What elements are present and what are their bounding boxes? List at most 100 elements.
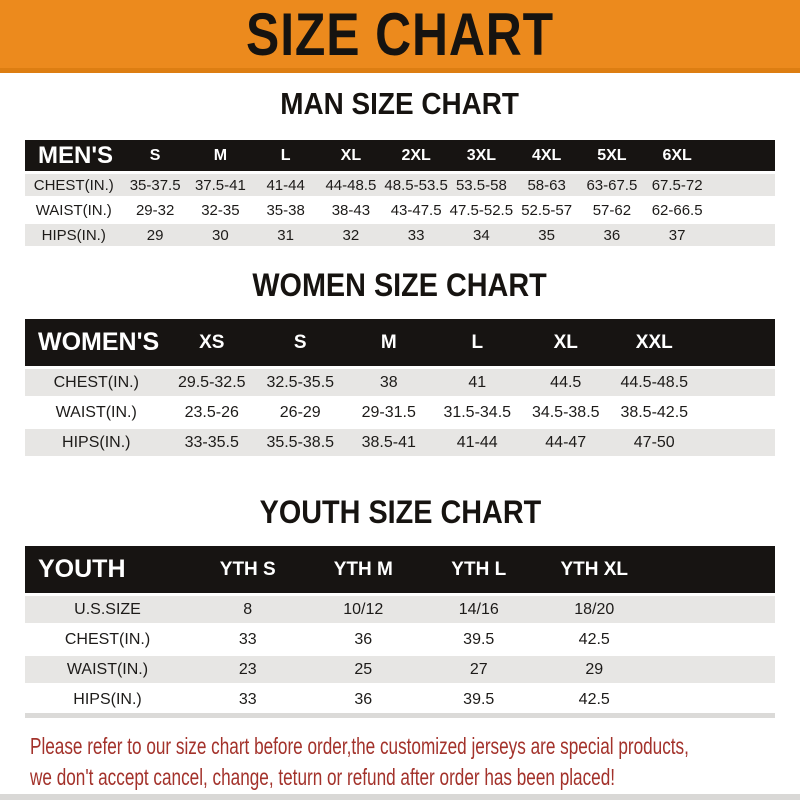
men-cell: 36 <box>579 221 645 246</box>
women-row-label: WAIST(IN.) <box>25 396 168 426</box>
youth-cell: 23 <box>190 653 306 683</box>
youth-cell: 8 <box>190 593 306 623</box>
women-cell: 29.5-32.5 <box>167 366 256 396</box>
men-col-header: S <box>122 140 188 171</box>
women-cell: 44.5 <box>521 366 610 396</box>
women-size-table: WOMEN'S XS S M L XL XXL CHEST(IN.) 29.5-32.5 32.5… <box>25 319 775 456</box>
men-cell: 44-48.5 <box>318 171 384 196</box>
women-cell: 32.5-35.5 <box>256 366 345 396</box>
women-cell: 26-29 <box>256 396 345 426</box>
men-cell: 31 <box>253 221 319 246</box>
disclaimer-line-1: Please refer to our size chart before or… <box>30 733 689 759</box>
women-cell: 23.5-26 <box>167 396 256 426</box>
men-cell: 58-63 <box>514 171 580 196</box>
men-col-header: 2XL <box>383 140 449 171</box>
youth-row-label: CHEST(IN.) <box>25 623 190 653</box>
youth-cell-filler <box>652 623 775 653</box>
women-table-row: CHEST(IN.) 29.5-32.5 32.5-35.5 38 41 44.5 44.5… <box>25 366 775 396</box>
men-col-header: 5XL <box>579 140 645 171</box>
youth-cell-filler <box>652 683 775 713</box>
women-table-row: HIPS(IN.) 33-35.5 35.5-38.5 38.5-41 41-44 44-… <box>25 426 775 456</box>
women-col-header: S <box>256 319 345 366</box>
men-cell: 38-43 <box>318 196 384 221</box>
women-cell: 47-50 <box>610 426 699 456</box>
youth-cell: 42.5 <box>536 683 652 713</box>
men-section-heading: MAN SIZE CHART <box>280 86 520 121</box>
youth-cell: 36 <box>305 623 421 653</box>
men-cell: 32-35 <box>187 196 253 221</box>
women-col-header: XXL <box>610 319 699 366</box>
women-cell: 44.5-48.5 <box>610 366 699 396</box>
men-cell: 35 <box>514 221 580 246</box>
youth-col-header: YTH M <box>305 546 421 593</box>
youth-cell: 36 <box>305 683 421 713</box>
men-row-label: CHEST(IN.) <box>25 171 123 196</box>
women-col-header: M <box>344 319 433 366</box>
women-cell: 41 <box>433 366 522 396</box>
men-cell: 37 <box>644 221 710 246</box>
youth-cell: 25 <box>305 653 421 683</box>
youth-row-label: WAIST(IN.) <box>25 653 190 683</box>
youth-header-filler <box>652 546 775 593</box>
women-cell: 29-31.5 <box>344 396 433 426</box>
men-cell: 47.5-52.5 <box>448 196 514 221</box>
youth-table-bottom-strip <box>25 713 775 718</box>
youth-cell: 27 <box>421 653 537 683</box>
youth-table-corner-label: YOUTH <box>25 546 190 593</box>
men-cell: 67.5-72 <box>644 171 710 196</box>
men-cell: 53.5-58 <box>448 171 514 196</box>
youth-cell: 39.5 <box>421 683 537 713</box>
men-size-table: MEN'S S M L XL 2XL 3XL 4XL 5XL 6XL CHEST(IN.) 35-37… <box>25 140 775 246</box>
youth-size-section: YOUTH SIZE CHART YOUTH YTH S YTH M YTH L YTH… <box>0 496 800 718</box>
youth-col-header: YTH XL <box>536 546 652 593</box>
youth-row-label: U.S.SIZE <box>25 593 190 623</box>
women-cell: 38.5-41 <box>344 426 433 456</box>
women-cell: 35.5-38.5 <box>256 426 345 456</box>
men-row-label: WAIST(IN.) <box>25 196 123 221</box>
youth-cell: 14/16 <box>421 593 537 623</box>
men-cell: 41-44 <box>253 171 319 196</box>
men-col-header: 3XL <box>448 140 514 171</box>
men-cell-filler <box>709 196 775 221</box>
men-col-header: XL <box>318 140 384 171</box>
men-cell: 62-66.5 <box>644 196 710 221</box>
men-cell: 52.5-57 <box>514 196 580 221</box>
size-chart-banner: SIZE CHART <box>0 0 800 73</box>
youth-col-header: YTH L <box>421 546 537 593</box>
men-col-header: M <box>187 140 253 171</box>
women-row-label: CHEST(IN.) <box>25 366 168 396</box>
men-size-section: MAN SIZE CHART MEN'S S M L XL 2XL 3XL 4XL 5XL 6XL… <box>0 88 800 246</box>
men-cell: 29-32 <box>122 196 188 221</box>
women-cell-filler <box>698 426 775 456</box>
men-cell: 33 <box>383 221 449 246</box>
youth-col-header: YTH S <box>190 546 306 593</box>
youth-table-row: WAIST(IN.) 23 25 27 29 <box>25 653 775 683</box>
men-table-row: HIPS(IN.) 29 30 31 32 33 34 35 36 37 <box>25 221 775 246</box>
men-cell-filler <box>709 171 775 196</box>
men-col-header: 6XL <box>644 140 710 171</box>
youth-row-label: HIPS(IN.) <box>25 683 190 713</box>
men-cell: 63-67.5 <box>579 171 645 196</box>
disclaimer-line-2: we don't accept cancel, change, teturn o… <box>30 764 616 790</box>
women-table-row: WAIST(IN.) 23.5-26 26-29 29-31.5 31.5-34.5 34… <box>25 396 775 426</box>
men-header-filler <box>709 140 775 171</box>
men-row-label: HIPS(IN.) <box>25 221 123 246</box>
youth-cell-filler <box>652 653 775 683</box>
women-col-header: XL <box>521 319 610 366</box>
men-cell: 32 <box>318 221 384 246</box>
youth-cell: 29 <box>536 653 652 683</box>
youth-cell: 33 <box>190 623 306 653</box>
women-cell: 33-35.5 <box>167 426 256 456</box>
women-cell: 31.5-34.5 <box>433 396 522 426</box>
men-cell: 48.5-53.5 <box>383 171 449 196</box>
banner-title: SIZE CHART <box>246 0 554 68</box>
page-bottom-strip <box>0 794 800 800</box>
women-cell-filler <box>698 396 775 426</box>
disclaimer-text: Please refer to our size chart before or… <box>30 731 800 793</box>
men-table-corner-label: MEN'S <box>25 140 123 171</box>
youth-cell: 10/12 <box>305 593 421 623</box>
men-table-row: CHEST(IN.) 35-37.5 37.5-41 41-44 44-48.5 48.5… <box>25 171 775 196</box>
youth-table-row: CHEST(IN.) 33 36 39.5 42.5 <box>25 623 775 653</box>
youth-cell: 42.5 <box>536 623 652 653</box>
men-cell: 57-62 <box>579 196 645 221</box>
